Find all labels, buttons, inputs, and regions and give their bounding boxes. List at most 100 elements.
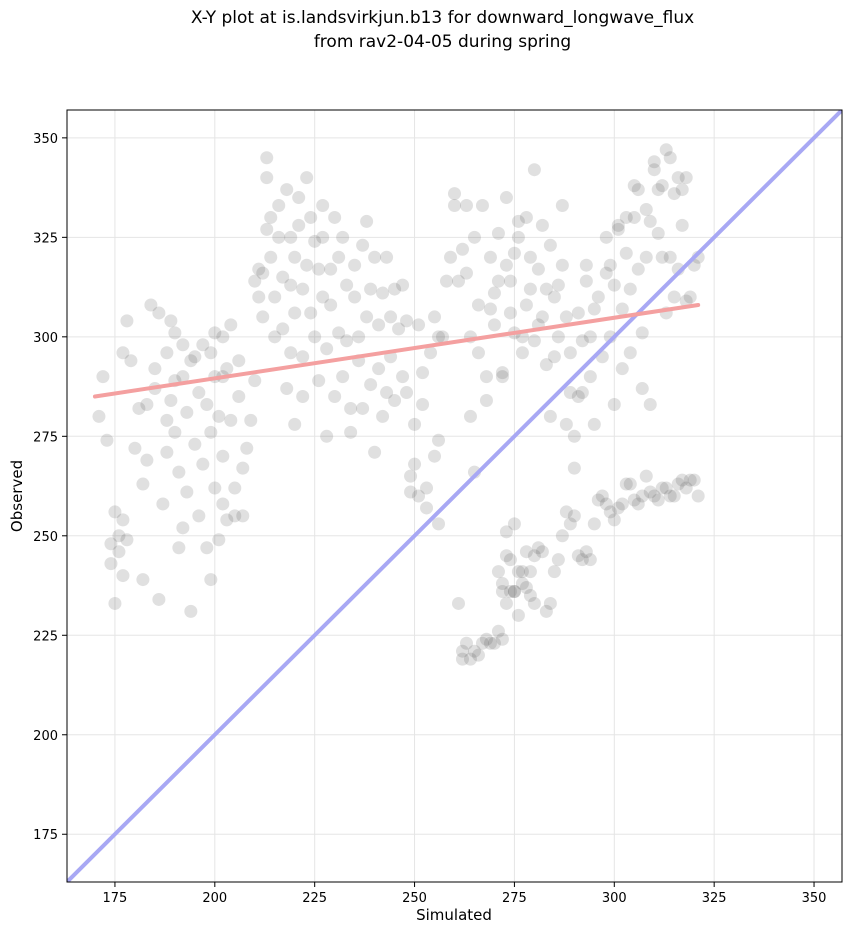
data-point (527, 596, 541, 610)
data-point (511, 565, 525, 579)
data-point (180, 405, 194, 419)
data-point (212, 409, 226, 423)
chart-title-line-2: from rav2-04-05 during spring (313, 32, 572, 52)
data-point (507, 246, 521, 260)
data-point (332, 250, 346, 264)
data-point (360, 214, 374, 228)
data-point (244, 413, 258, 427)
data-point (372, 318, 386, 332)
data-point (491, 274, 505, 288)
data-point (455, 644, 469, 658)
data-point (148, 362, 162, 376)
data-point (196, 338, 210, 352)
data-point (491, 624, 505, 638)
data-point (220, 362, 234, 376)
x-tick-label: 200 (202, 891, 227, 906)
data-point (479, 393, 493, 407)
data-point (455, 652, 469, 666)
data-point (152, 306, 166, 320)
data-point (515, 565, 529, 579)
data-point (659, 143, 673, 157)
data-point (360, 310, 374, 324)
data-point (328, 390, 342, 404)
data-point (292, 191, 306, 205)
data-point (575, 334, 589, 348)
data-point (408, 417, 422, 431)
data-point (503, 585, 517, 599)
data-point (539, 282, 553, 296)
data-point (555, 199, 569, 213)
data-point (232, 390, 246, 404)
data-point (364, 378, 378, 392)
data-point (543, 238, 557, 252)
data-point (627, 210, 641, 224)
data-points (92, 143, 705, 666)
data-point (511, 230, 525, 244)
data-point (144, 298, 158, 312)
data-point (495, 366, 509, 380)
data-point (535, 545, 549, 559)
data-point (583, 553, 597, 567)
data-point (571, 390, 585, 404)
data-point (503, 553, 517, 567)
data-point (523, 250, 537, 264)
data-point (583, 330, 597, 344)
data-point (651, 226, 665, 240)
data-point (216, 449, 230, 463)
data-point (575, 553, 589, 567)
data-point (92, 409, 106, 423)
data-point (631, 183, 645, 197)
data-point (499, 258, 513, 272)
data-point (607, 278, 621, 292)
data-point (212, 533, 226, 547)
data-point (420, 501, 434, 515)
data-point (400, 314, 414, 328)
data-point (380, 250, 394, 264)
data-point (208, 326, 222, 340)
data-point (471, 298, 485, 312)
data-point (300, 258, 314, 272)
data-point (539, 358, 553, 372)
data-point (376, 286, 390, 300)
y-tick-label: 275 (33, 430, 58, 445)
data-point (256, 310, 270, 324)
data-point (116, 569, 130, 583)
data-point (448, 187, 461, 201)
data-point (499, 596, 513, 610)
data-point (519, 545, 533, 559)
data-point (455, 242, 469, 256)
data-point (184, 354, 198, 368)
data-point (491, 226, 505, 240)
data-point (463, 652, 477, 666)
data-point (667, 290, 681, 304)
data-point (272, 199, 286, 213)
data-point (647, 155, 661, 169)
data-point (232, 354, 246, 368)
data-point (647, 489, 661, 503)
data-point (388, 282, 402, 296)
data-point (188, 350, 202, 364)
data-point (611, 501, 625, 515)
data-point (272, 230, 286, 244)
data-point (108, 505, 122, 519)
data-point (260, 151, 274, 165)
data-point (348, 258, 362, 272)
data-point (300, 171, 314, 185)
data-point (679, 481, 693, 495)
data-point (400, 386, 414, 400)
data-point (340, 334, 354, 348)
data-point (248, 374, 262, 388)
data-point (188, 437, 202, 451)
data-point (651, 493, 665, 507)
data-point (424, 346, 438, 360)
data-point (503, 306, 517, 320)
data-point (320, 429, 334, 443)
data-point (296, 390, 310, 404)
data-point (428, 310, 442, 324)
data-point (527, 549, 541, 563)
data-point (412, 318, 426, 332)
data-point (204, 425, 218, 439)
data-point (607, 397, 621, 411)
data-point (324, 298, 338, 312)
